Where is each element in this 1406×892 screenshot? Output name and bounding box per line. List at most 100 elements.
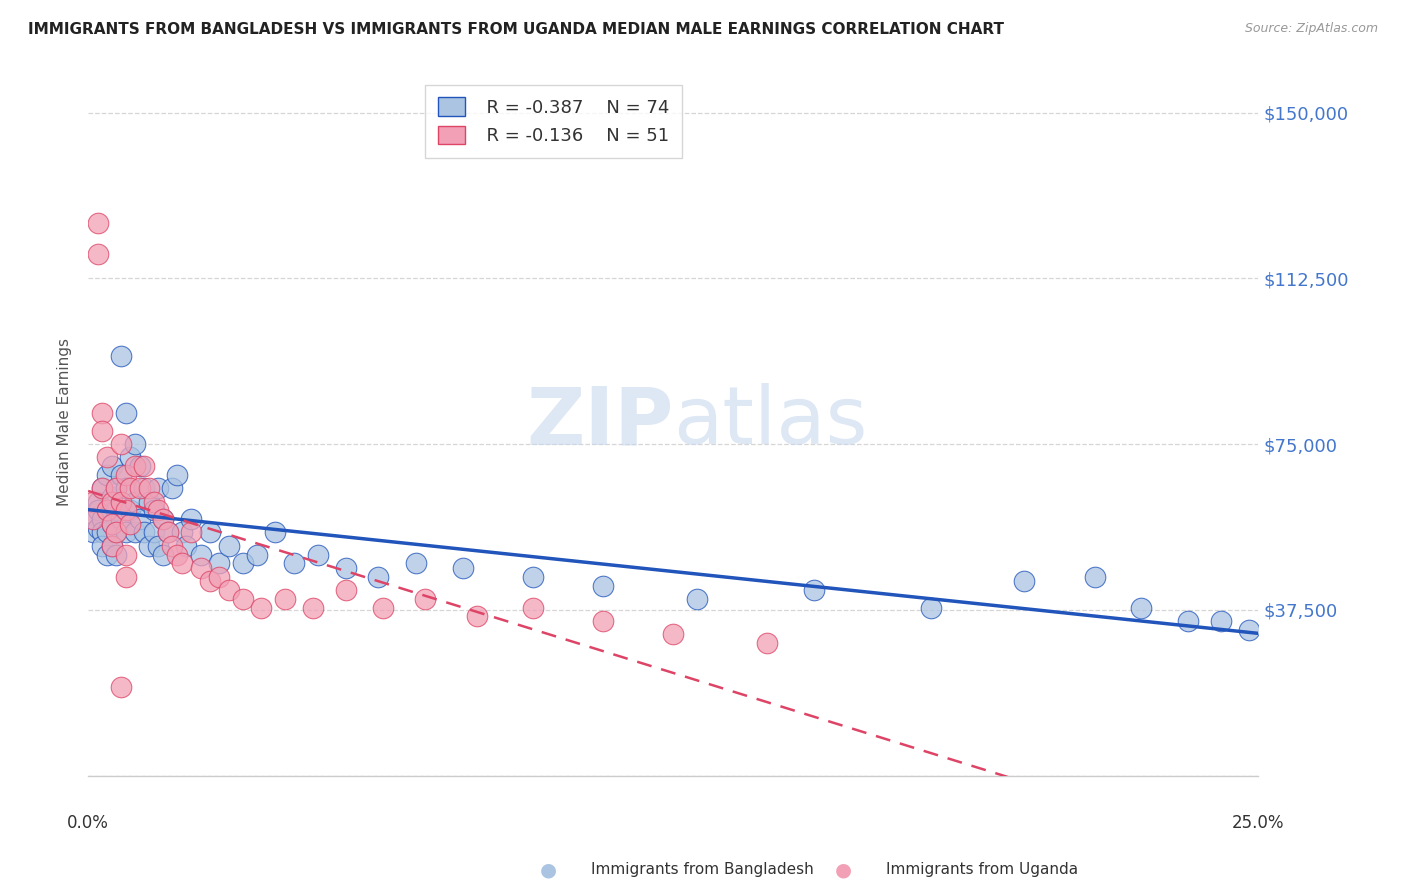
Y-axis label: Median Male Earnings: Median Male Earnings: [58, 338, 72, 506]
Point: [307, 548, 329, 562]
Point: [1014, 574, 1036, 588]
Point: [148, 481, 170, 495]
Point: [91, 481, 114, 495]
Point: [128, 481, 150, 495]
Point: [91, 512, 114, 526]
Point: [180, 525, 202, 540]
Point: [170, 557, 193, 571]
Point: [208, 569, 231, 583]
Point: [1209, 614, 1232, 628]
Point: [124, 437, 146, 451]
Point: [170, 525, 193, 540]
Point: [100, 490, 122, 504]
Point: [128, 459, 150, 474]
Point: [152, 548, 174, 562]
Point: [114, 503, 136, 517]
Point: [250, 600, 273, 615]
Text: ●: ●: [540, 860, 557, 880]
Point: [124, 459, 146, 474]
Point: [128, 512, 150, 526]
Point: [246, 548, 269, 562]
Point: [142, 503, 165, 517]
Point: [180, 512, 202, 526]
Point: [335, 582, 357, 597]
Point: [114, 569, 136, 583]
Point: [110, 349, 132, 363]
Point: [86, 521, 108, 535]
Point: [218, 582, 240, 597]
Point: [803, 582, 825, 597]
Point: [105, 481, 128, 495]
Point: [124, 494, 146, 508]
Point: [274, 591, 297, 606]
Text: ●: ●: [835, 860, 852, 880]
Point: [120, 450, 142, 465]
Point: [134, 481, 156, 495]
Point: [371, 600, 394, 615]
Point: [96, 450, 118, 465]
Point: [1237, 623, 1260, 637]
Point: [367, 569, 389, 583]
Point: [96, 548, 118, 562]
Point: [110, 468, 132, 483]
Point: [302, 600, 325, 615]
Point: [91, 406, 114, 420]
Point: [120, 516, 142, 531]
Point: [86, 247, 108, 261]
Point: [465, 609, 488, 624]
Point: [138, 539, 160, 553]
Point: [166, 468, 188, 483]
Point: [100, 539, 122, 553]
Point: [232, 591, 254, 606]
Point: [413, 591, 436, 606]
Point: [105, 525, 128, 540]
Legend:   R = -0.387    N = 74,   R = -0.136    N = 51: R = -0.387 N = 74, R = -0.136 N = 51: [425, 85, 682, 158]
Point: [100, 539, 122, 553]
Point: [91, 539, 114, 553]
Point: [522, 600, 544, 615]
Point: [1130, 600, 1153, 615]
Point: [176, 539, 198, 553]
Point: [110, 494, 132, 508]
Point: [142, 494, 165, 508]
Text: ZIP: ZIP: [526, 383, 673, 461]
Text: Immigrants from Bangladesh: Immigrants from Bangladesh: [591, 863, 813, 877]
Point: [120, 481, 142, 495]
Point: [156, 525, 179, 540]
Point: [218, 539, 240, 553]
Point: [142, 525, 165, 540]
Point: [91, 424, 114, 438]
Point: [162, 481, 184, 495]
Point: [82, 512, 104, 526]
Point: [920, 600, 942, 615]
Point: [96, 503, 118, 517]
Point: [283, 557, 305, 571]
Point: [198, 574, 221, 588]
Point: [152, 512, 174, 526]
Point: [138, 481, 160, 495]
Point: [114, 468, 136, 483]
Point: [152, 512, 174, 526]
Point: [138, 494, 160, 508]
Point: [86, 216, 108, 230]
Point: [114, 548, 136, 562]
Point: [86, 494, 108, 508]
Point: [114, 406, 136, 420]
Text: Immigrants from Uganda: Immigrants from Uganda: [886, 863, 1078, 877]
Point: [134, 525, 156, 540]
Point: [755, 636, 778, 650]
Point: [264, 525, 287, 540]
Point: [592, 614, 614, 628]
Point: [82, 525, 104, 540]
Point: [120, 503, 142, 517]
Point: [335, 561, 357, 575]
Point: [114, 525, 136, 540]
Point: [110, 680, 132, 694]
Point: [91, 525, 114, 540]
Point: [110, 437, 132, 451]
Point: [156, 525, 179, 540]
Point: [105, 548, 128, 562]
Point: [100, 516, 122, 531]
Text: IMMIGRANTS FROM BANGLADESH VS IMMIGRANTS FROM UGANDA MEDIAN MALE EARNINGS CORREL: IMMIGRANTS FROM BANGLADESH VS IMMIGRANTS…: [28, 22, 1004, 37]
Point: [162, 539, 184, 553]
